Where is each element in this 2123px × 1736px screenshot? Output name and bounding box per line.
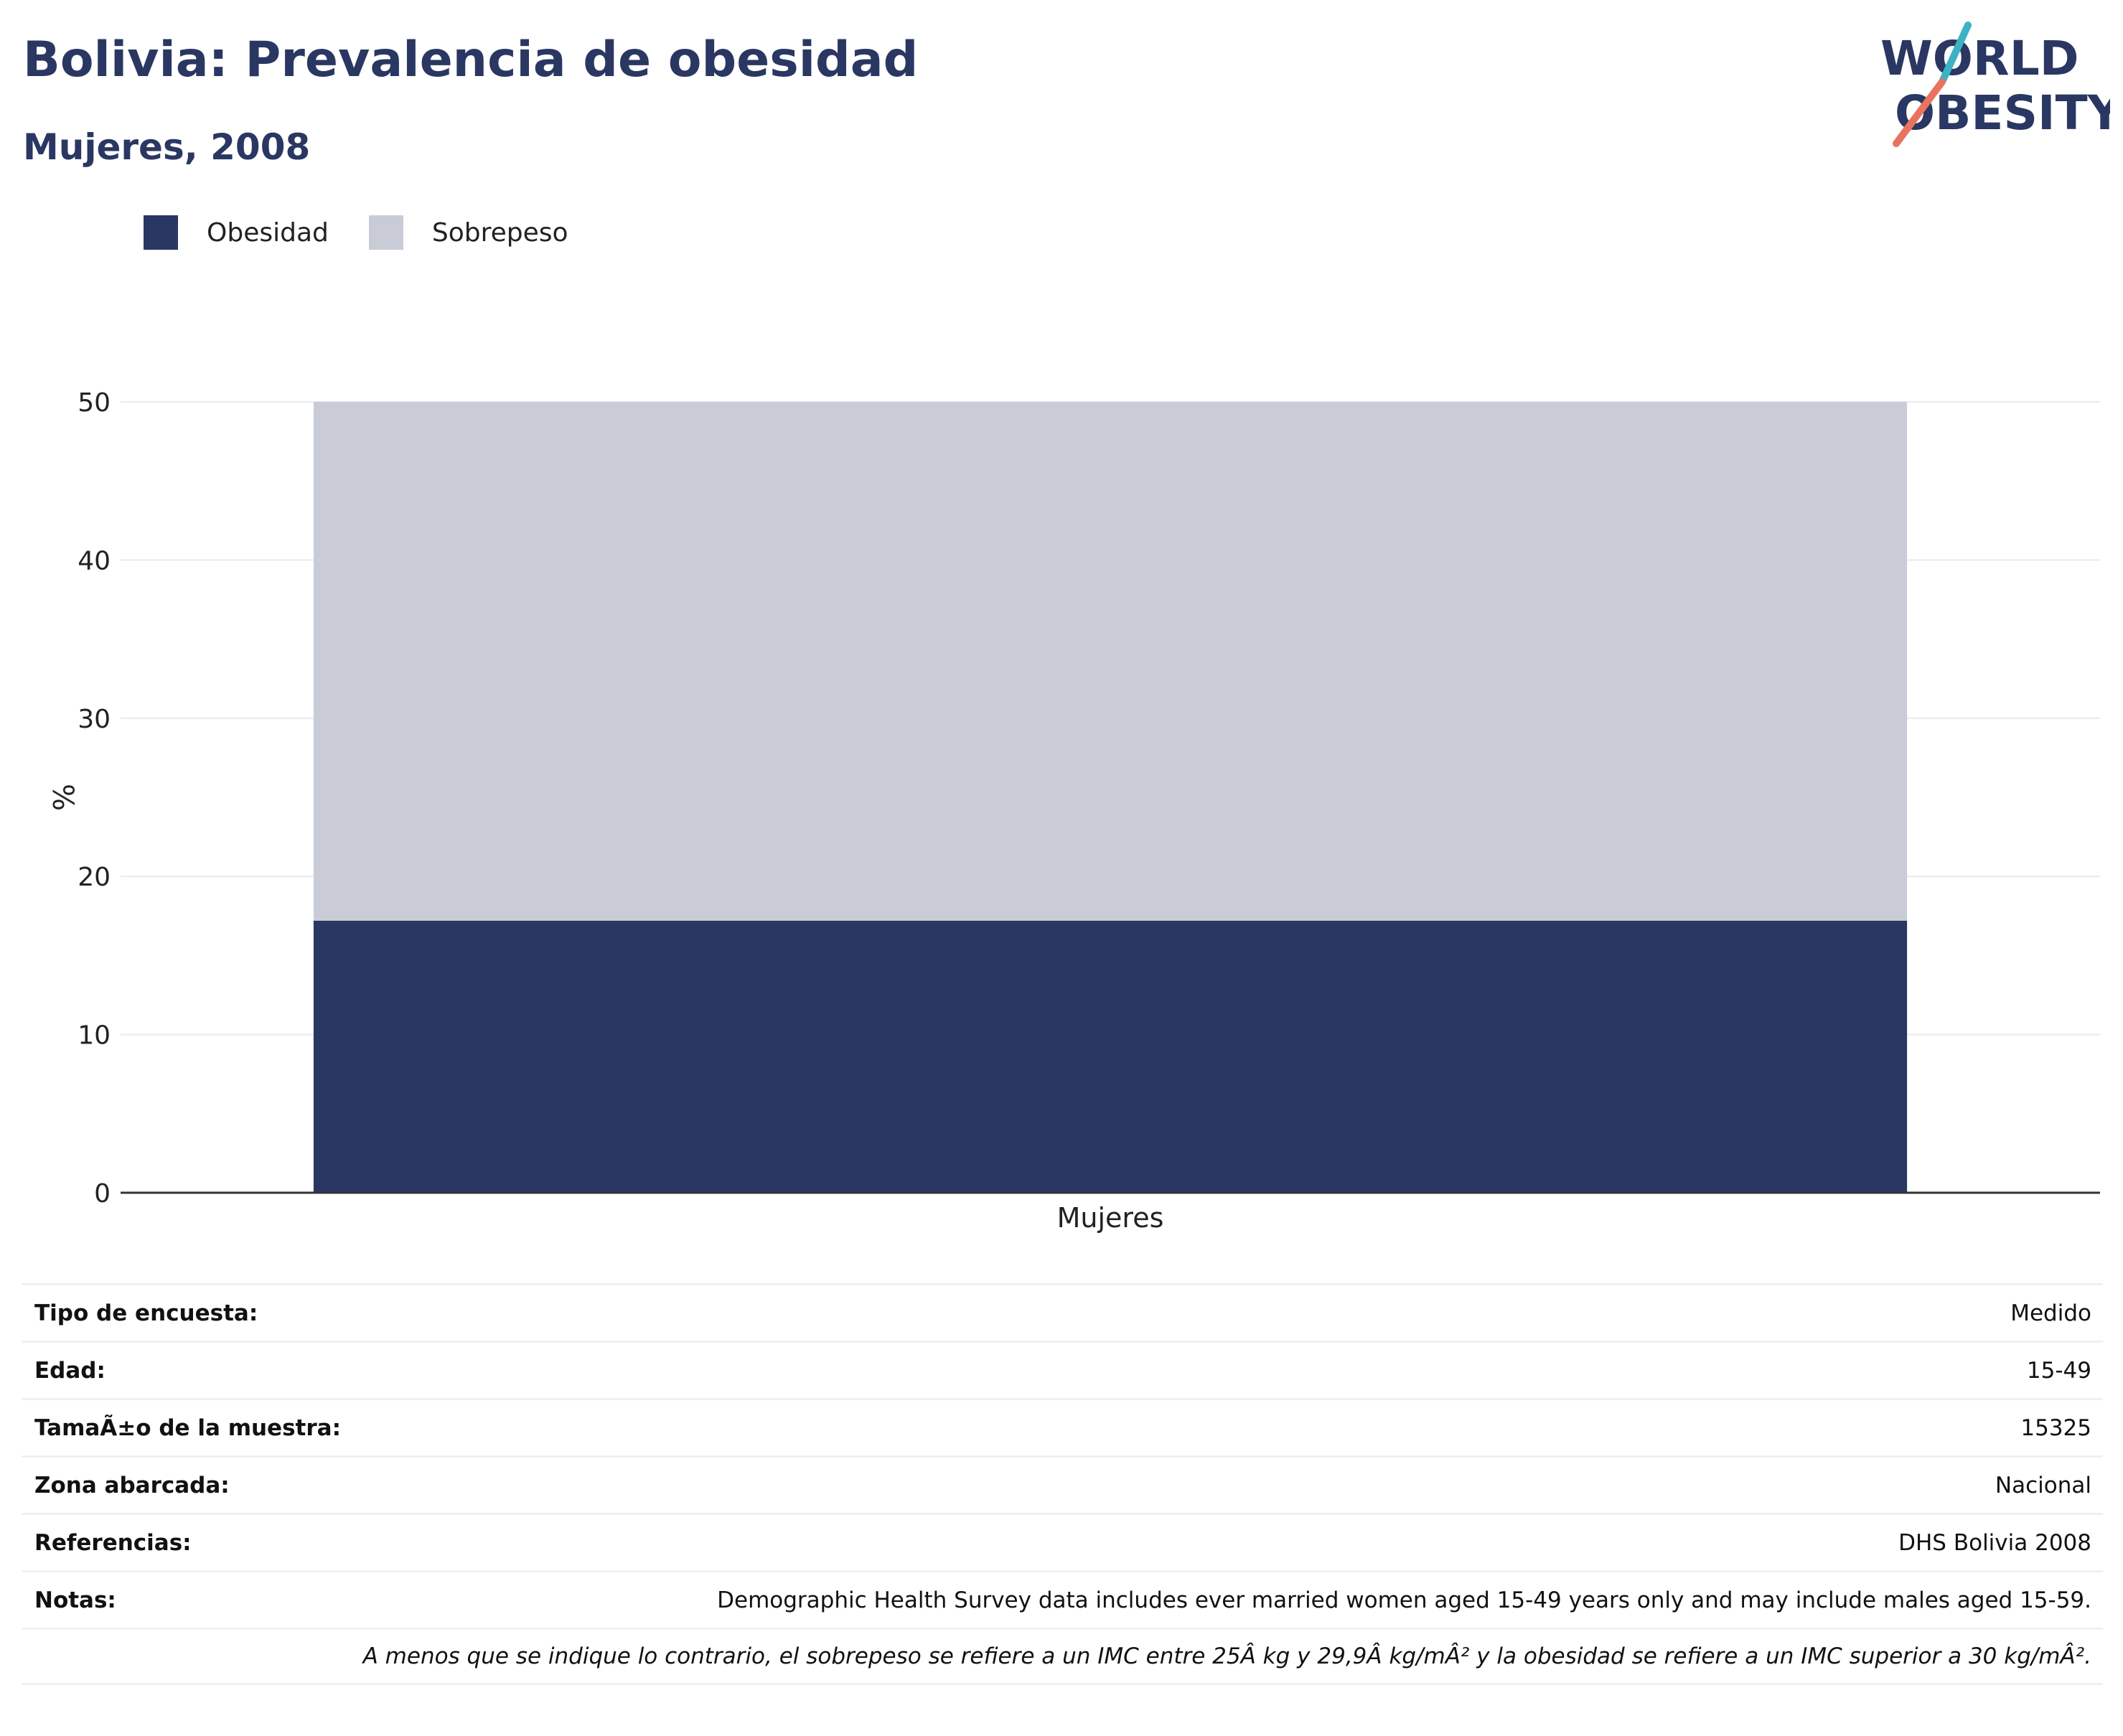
logo-line1: WORLD (1880, 31, 2079, 86)
bar-sobrepeso-mujeres (313, 402, 1908, 921)
info-row-area: Zona abarcada: Nacional (22, 1455, 2103, 1513)
info-row-survey-type: Tipo de encuesta: Medido (22, 1283, 2103, 1341)
page-subtitle: Mujeres, 2008 (23, 126, 311, 168)
logo-coral-slash (1893, 78, 1946, 147)
legend-swatch-sobrepeso (368, 215, 403, 250)
bar-chart: 0 10 20 30 40 50% Mujeres (46, 388, 2100, 1234)
y-tick-label: 30 (78, 705, 111, 734)
logo-teal-slash (1939, 22, 1972, 85)
legend-label-obesidad: Obesidad (207, 217, 329, 248)
info-row-references: Referencias: DHS Bolivia 2008 (22, 1513, 2103, 1570)
info-key: Edad: (34, 1357, 106, 1384)
legend-item-obesidad[interactable]: Obesidad (144, 215, 329, 250)
world-obesity-logo: WORLD OBESITY (1880, 22, 2110, 147)
y-tick-label: 0 (94, 1179, 111, 1209)
info-key: Zona abarcada: (34, 1472, 230, 1498)
y-tick-label: 50 (78, 388, 111, 418)
info-row-age: Edad: 15-49 (22, 1341, 2103, 1398)
info-footnote: A menos que se indique lo contrario, el … (22, 1628, 2103, 1685)
y-tick-label: 40 (78, 546, 111, 576)
page-title: Bolivia: Prevalencia de obesidad (23, 32, 919, 88)
y-tick-label: 20 (78, 863, 111, 892)
legend-item-sobrepeso[interactable]: Sobrepeso (368, 215, 568, 250)
x-tick-label: Mujeres (1057, 1202, 1164, 1234)
info-value: 15-49 (2026, 1357, 2091, 1384)
info-key: Referencias: (34, 1529, 192, 1556)
legend-swatch-obesidad (144, 215, 178, 250)
info-key: Notas: (34, 1587, 116, 1613)
footnote-text: A menos que se indique lo contrario, el … (362, 1643, 2091, 1669)
info-key: Tipo de encuesta: (34, 1300, 258, 1326)
info-value: Medido (2010, 1300, 2091, 1326)
info-value: DHS Bolivia 2008 (1898, 1529, 2091, 1556)
bar-obesidad-mujeres (313, 920, 1908, 1193)
legend-label-sobrepeso: Sobrepeso (431, 217, 568, 248)
y-tick-label: 10 (78, 1021, 111, 1051)
info-value: Nacional (1995, 1472, 2091, 1498)
y-axis-label: % (46, 784, 79, 811)
survey-info-table: Tipo de encuesta: Medido Edad: 15-49 Tam… (22, 1283, 2103, 1685)
info-value: Demographic Health Survey data includes … (717, 1587, 2091, 1613)
legend: Obesidad Sobrepeso (144, 214, 609, 251)
info-row-notes: Notas: Demographic Health Survey data in… (22, 1570, 2103, 1628)
logo-line2: OBESITY (1895, 85, 2110, 141)
info-row-sample-size: TamaÃ±o de la muestra: 15325 (22, 1398, 2103, 1455)
info-value: 15325 (2020, 1414, 2091, 1441)
info-key: TamaÃ±o de la muestra: (34, 1414, 341, 1441)
